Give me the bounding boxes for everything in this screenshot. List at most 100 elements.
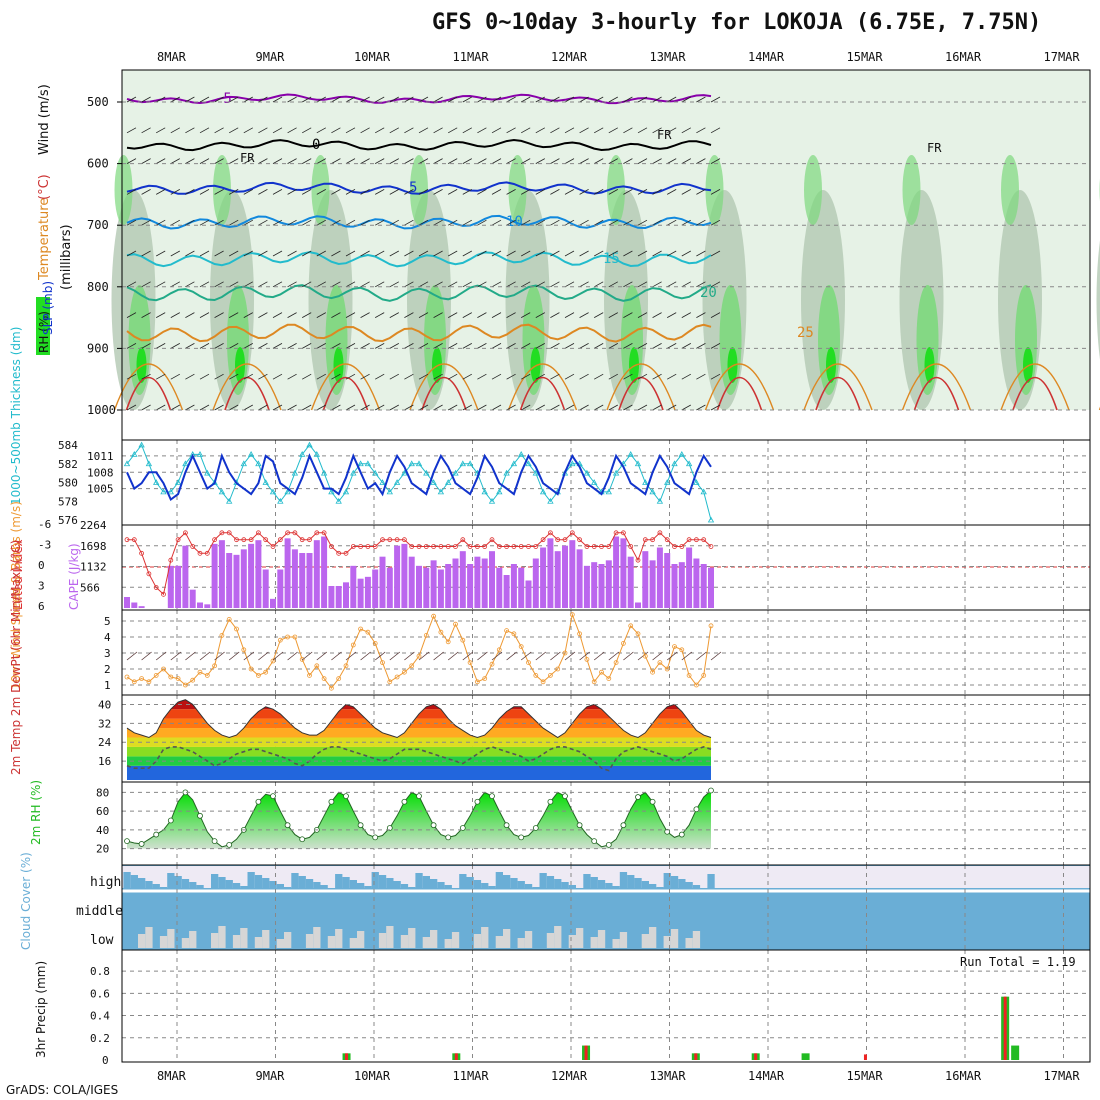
cloud-high-bar: [473, 880, 482, 888]
wind-barb: [564, 312, 575, 318]
thickness-marker: [452, 469, 459, 476]
wind-barb: [696, 343, 706, 349]
cloud-high-bar: [284, 887, 292, 888]
wind-marker: [445, 639, 451, 645]
wind-barb: [229, 96, 239, 103]
cloud-layer-label: high: [90, 875, 121, 890]
wind-marker: [263, 669, 269, 675]
cape-bar: [131, 602, 138, 608]
cape-bar: [343, 582, 349, 608]
thickness-marker: [204, 469, 211, 476]
thickness-marker: [291, 469, 299, 476]
wind-barb: [404, 189, 414, 195]
precip-conv-bar: [454, 1053, 458, 1060]
wind-barb: [433, 312, 443, 318]
rh-marker: [153, 831, 160, 838]
rh-marker: [547, 798, 554, 805]
wind-barb: [448, 404, 458, 411]
cloud-low-bar: [422, 937, 430, 948]
wind-barb: [462, 404, 472, 411]
wind-barb: [696, 404, 706, 411]
cape-bar: [518, 567, 525, 608]
wind-barb: [375, 96, 385, 103]
wind-barb: [389, 343, 399, 349]
temp-band: [127, 728, 711, 738]
lifted-marker: [482, 544, 488, 549]
cape-bar: [255, 540, 262, 608]
cape-bar: [467, 564, 474, 608]
wind-marker: [299, 657, 305, 662]
lifted-marker: [701, 537, 707, 543]
wind-barb: [696, 96, 706, 103]
wind-barb: [564, 651, 576, 661]
thickness-marker: [335, 497, 342, 504]
cape-bar: [583, 565, 590, 608]
wind-barb: [535, 404, 545, 411]
wind-barb: [243, 96, 253, 103]
cape-bar: [226, 553, 233, 608]
cloud-high-bar: [218, 877, 226, 888]
isotherm-line: [126, 181, 712, 195]
wind-barb: [652, 158, 662, 164]
isotherm-arc: [1012, 376, 1058, 411]
isotherm-line: [126, 138, 712, 152]
isotherm-label: 0: [312, 137, 320, 153]
cloud-low-bar: [240, 928, 248, 948]
thickness-tick-label: 584: [58, 439, 78, 452]
wind-barb: [462, 158, 472, 164]
wind-barb: [491, 189, 502, 195]
wind-marker: [657, 660, 663, 665]
date-tick-label: 8MAR: [157, 50, 187, 64]
wind-barb: [681, 189, 691, 195]
cape-bar: [474, 556, 481, 608]
cloud-high-bar: [641, 881, 649, 888]
wind-tick-label: 4: [104, 631, 111, 644]
isotherm-line: [126, 93, 712, 105]
wind-marker: [635, 631, 641, 637]
wind-barb: [491, 343, 502, 349]
wind-barb: [550, 343, 560, 349]
thickness-marker: [569, 460, 576, 467]
date-tick-label: 11MAR: [453, 50, 490, 64]
wind-barb: [462, 373, 472, 380]
wind-barb: [229, 343, 239, 349]
cape-bar: [452, 558, 459, 608]
cape-bar: [313, 540, 320, 608]
wind-barb: [243, 343, 253, 349]
lifted-marker: [664, 537, 670, 543]
wind-barb: [360, 373, 370, 380]
thickness-tick-label: 576: [58, 514, 78, 527]
wind-barb: [258, 189, 268, 195]
wind-barb: [345, 651, 357, 661]
wind-barb: [375, 404, 385, 411]
wind-barb: [696, 219, 706, 226]
rh-bright-blob: [1023, 347, 1033, 383]
wind-barb: [389, 404, 399, 411]
wind-barb: [229, 404, 239, 411]
cloud-low-bar: [159, 936, 168, 948]
wind-barb: [710, 189, 721, 195]
cape-bar: [306, 553, 313, 608]
wind-marker: [533, 673, 539, 678]
wind-barb: [564, 127, 575, 134]
wind-barb: [302, 250, 312, 257]
wind-barb: [521, 96, 531, 103]
wind-barb: [491, 404, 502, 411]
cape-bar: [262, 569, 269, 608]
footer-credit: GrADS: COLA/IGES: [6, 1083, 119, 1097]
thickness-marker: [328, 488, 335, 495]
lifted-marker: [299, 537, 305, 543]
cape-bar: [591, 562, 598, 608]
wind-barb: [389, 651, 401, 661]
thickness-marker: [656, 497, 664, 504]
cape-bar: [386, 567, 393, 608]
isotherm-arc: [409, 363, 479, 411]
wind-marker: [321, 676, 327, 681]
cloud-low-bar: [408, 928, 416, 948]
date-tick-label: 12MAR: [551, 50, 588, 64]
precip-conv-bar: [694, 1053, 698, 1060]
cloud-high-bar: [597, 880, 606, 888]
cape-bar: [401, 543, 408, 608]
wind-barb: [667, 373, 677, 380]
pressure-tick-label: 600: [87, 157, 109, 171]
